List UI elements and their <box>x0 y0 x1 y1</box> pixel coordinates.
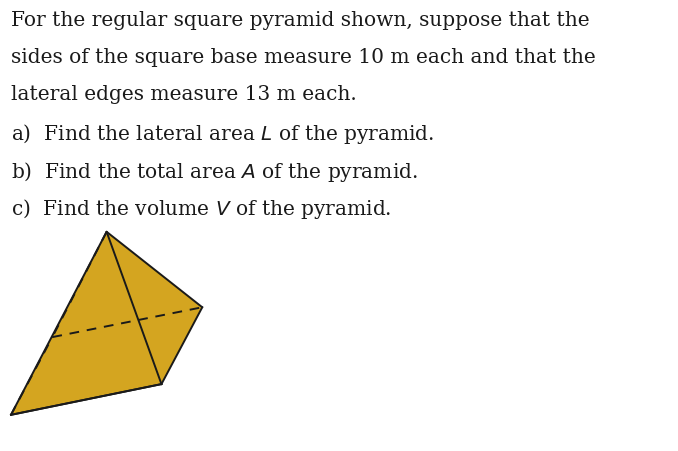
Text: sides of the square base measure 10 m each and that the: sides of the square base measure 10 m ea… <box>11 48 596 67</box>
Polygon shape <box>11 232 106 415</box>
Polygon shape <box>52 232 202 337</box>
Text: a)  Find the lateral area $\mathit{L}$ of the pyramid.: a) Find the lateral area $\mathit{L}$ of… <box>11 122 434 146</box>
Text: b)  Find the total area $\mathit{A}$ of the pyramid.: b) Find the total area $\mathit{A}$ of t… <box>11 159 418 183</box>
Polygon shape <box>11 308 202 415</box>
Text: c)  Find the volume $\mathit{V}$ of the pyramid.: c) Find the volume $\mathit{V}$ of the p… <box>11 196 391 220</box>
Polygon shape <box>106 232 202 384</box>
Text: For the regular square pyramid shown, suppose that the: For the regular square pyramid shown, su… <box>11 11 590 30</box>
Polygon shape <box>11 232 161 415</box>
Text: lateral edges measure 13 m each.: lateral edges measure 13 m each. <box>11 85 357 104</box>
